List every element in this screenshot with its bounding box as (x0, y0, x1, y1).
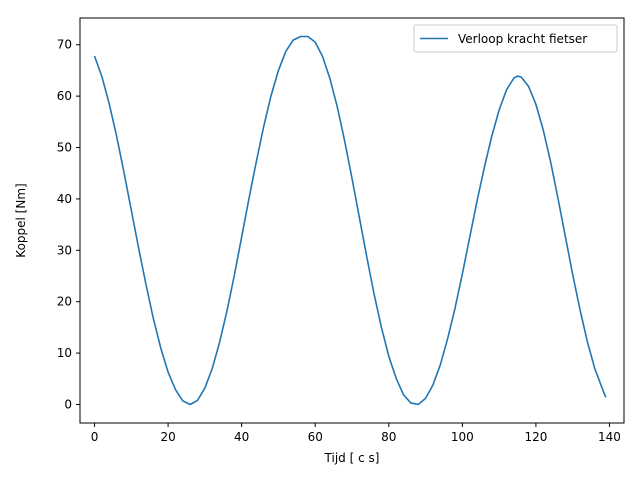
legend-box (413, 24, 618, 53)
y-tick-label: 10 (57, 346, 72, 360)
y-axis-ticks: 0 10 20 30 40 50 60 70 (57, 38, 80, 411)
y-tick-label: 70 (57, 38, 72, 52)
plot-lines (93, 35, 607, 406)
y-tick-label: 20 (57, 295, 72, 309)
y-axis-label: Koppel [Nm] (14, 183, 28, 257)
x-tick-label: 120 (524, 430, 547, 444)
y-tick-label: 0 (64, 397, 72, 411)
x-axis-ticks: 0 20 40 60 80 100 120 140 (91, 423, 621, 444)
x-tick-label: 20 (160, 430, 175, 444)
x-tick-label: 40 (234, 430, 249, 444)
x-tick-label: 100 (451, 430, 474, 444)
y-tick-label: 30 (57, 243, 72, 257)
x-tick-label: 0 (91, 430, 99, 444)
x-tick-label: 60 (308, 430, 323, 444)
series-line (93, 35, 607, 406)
x-axis-label: Tijd [ c s] (324, 451, 380, 465)
x-tick-label: 140 (598, 430, 621, 444)
y-tick-label: 50 (57, 141, 72, 155)
legend-label: Verloop kracht fietser (458, 32, 587, 46)
x-tick-label: 80 (381, 430, 396, 444)
y-tick-label: 40 (57, 192, 72, 206)
y-tick-label: 60 (57, 89, 72, 103)
axes-frame (79, 17, 625, 424)
legend: Verloop kracht fietser (413, 24, 618, 53)
